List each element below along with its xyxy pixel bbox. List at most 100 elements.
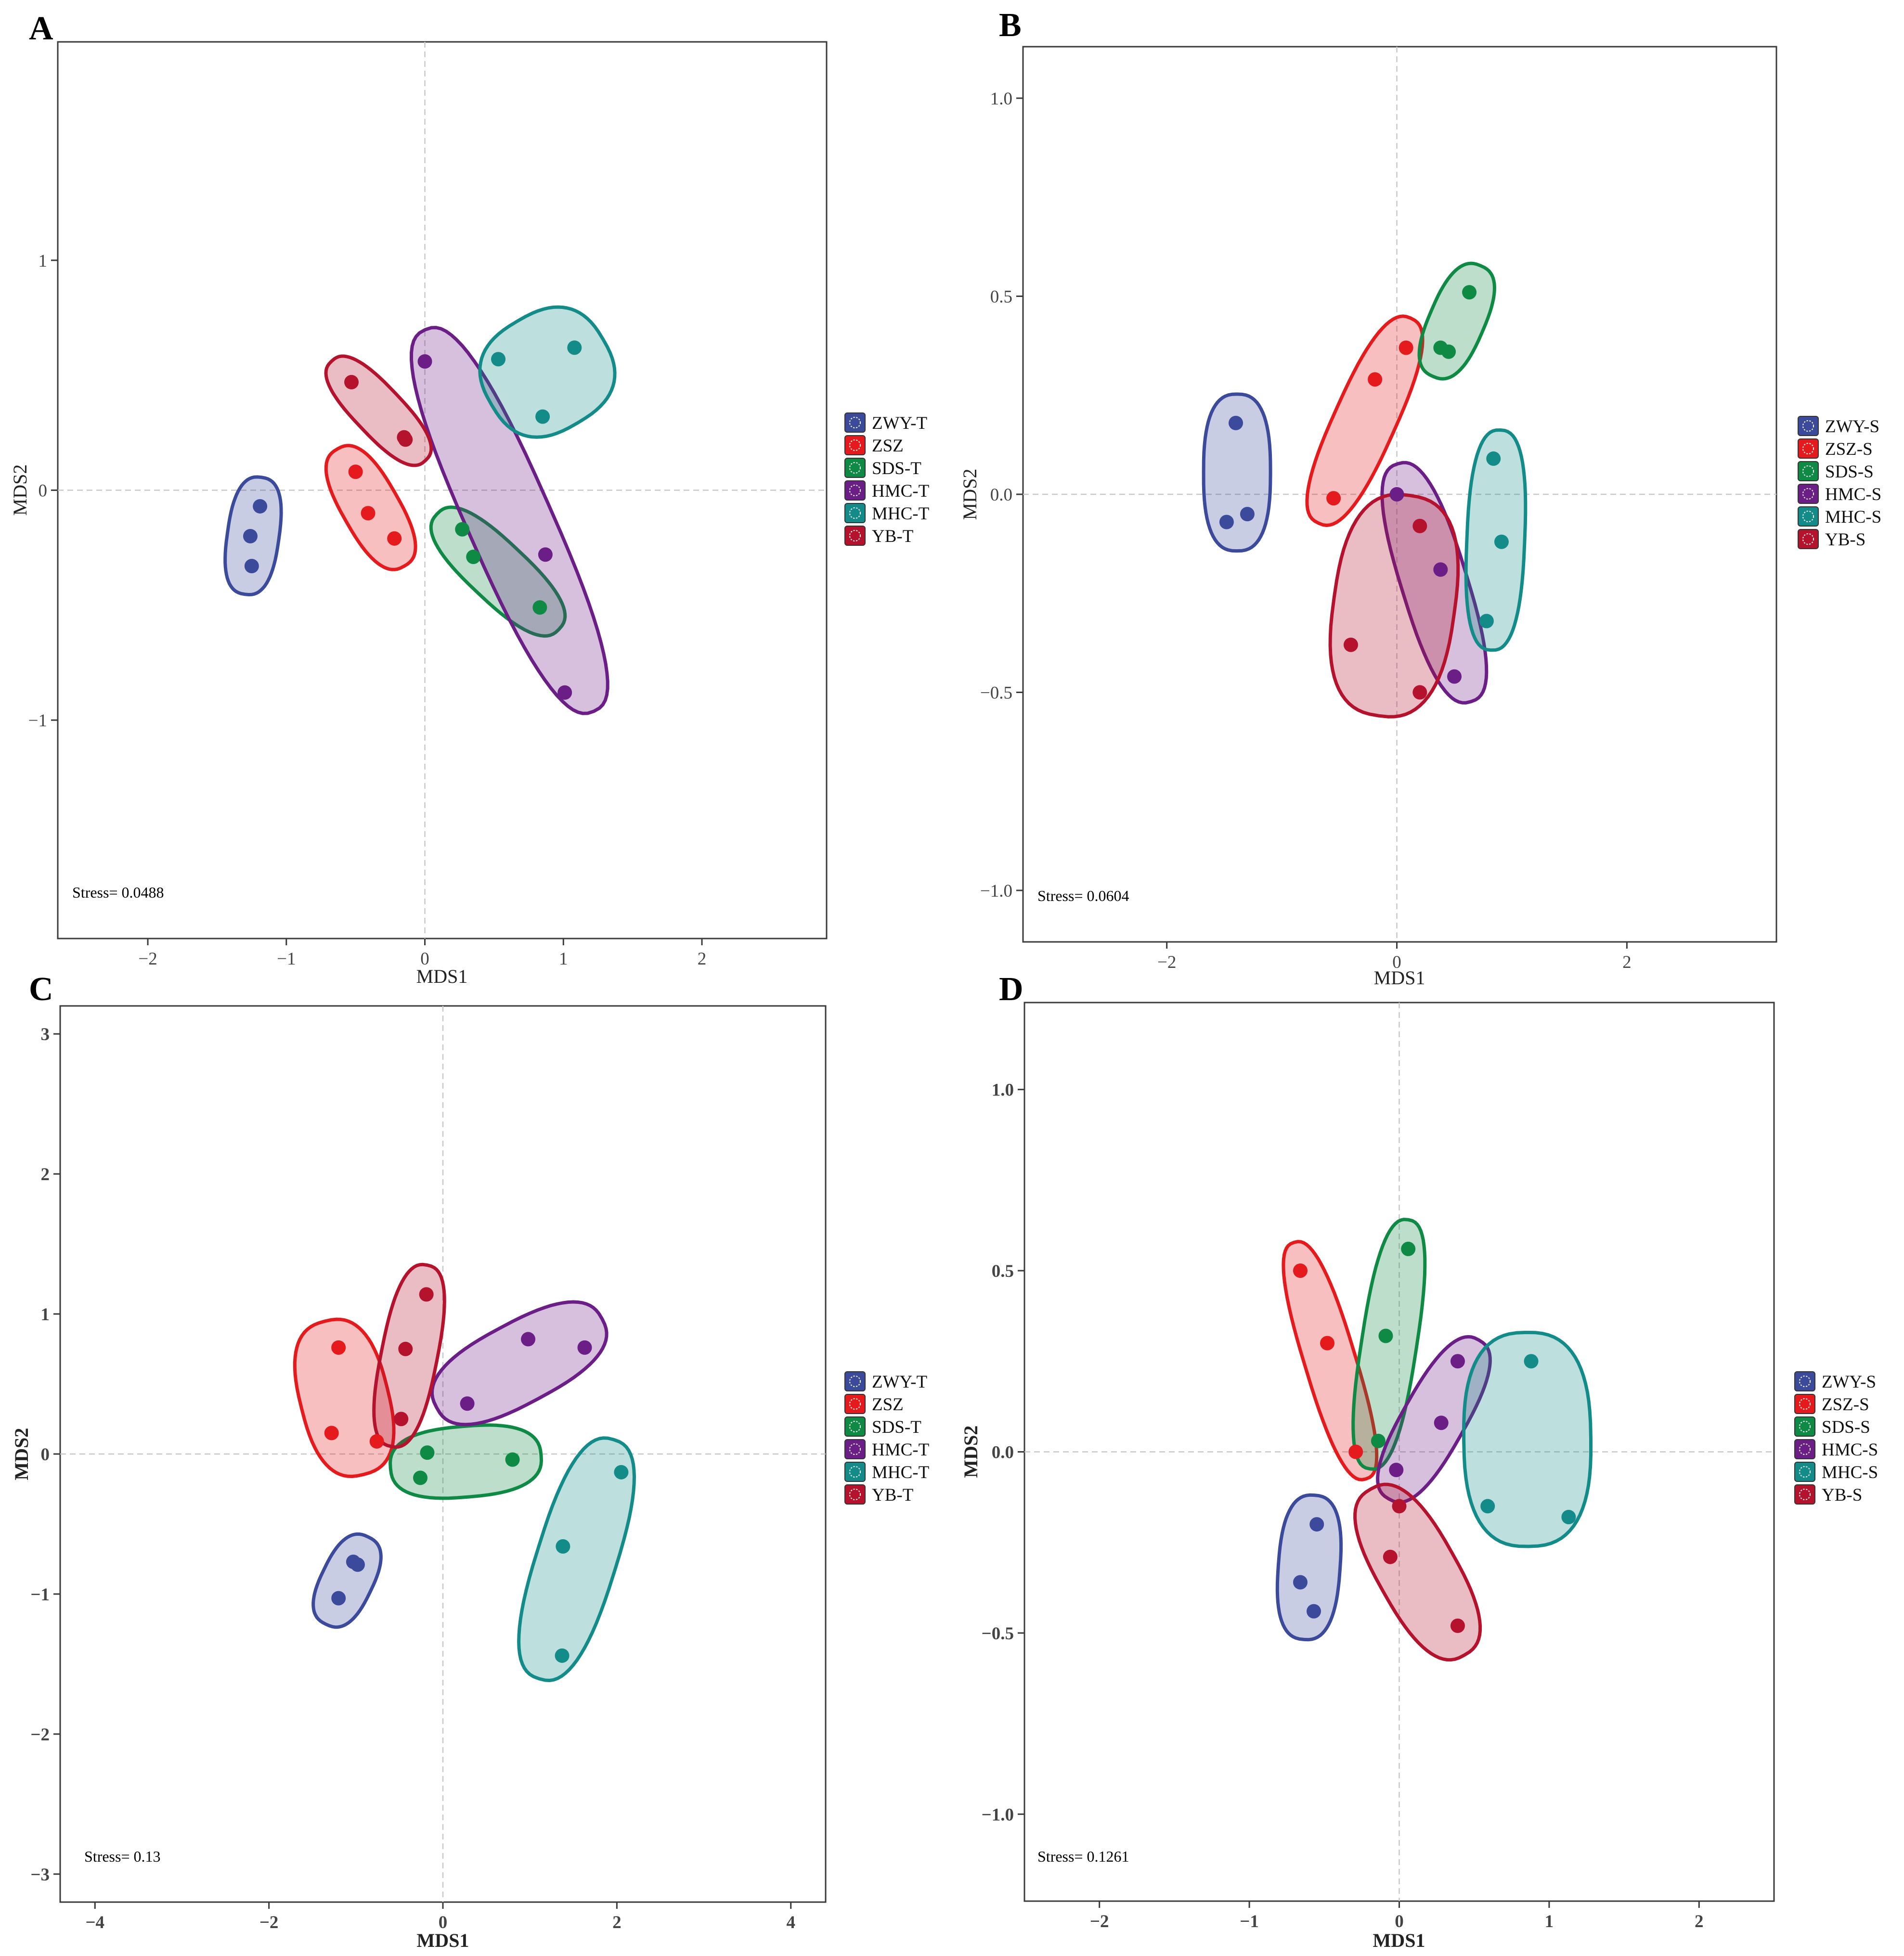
data-point-hmc bbox=[1389, 1463, 1404, 1478]
legend-item-zwy: ZWY-T bbox=[844, 1371, 927, 1392]
legend-item-zsz: ZSZ-S bbox=[1798, 438, 1873, 459]
data-point-zwy bbox=[1240, 507, 1255, 522]
legend-key-dot bbox=[849, 485, 861, 496]
legend-label: YB-T bbox=[872, 527, 913, 546]
y-tick-label: 0.5 bbox=[990, 287, 1012, 307]
x-tick-label: −4 bbox=[85, 1913, 104, 1932]
legend-item-yb: YB-T bbox=[844, 1484, 913, 1505]
legend-item-zwy: ZWY-S bbox=[1794, 1371, 1876, 1392]
x-tick-label: 2 bbox=[612, 1913, 622, 1932]
panel-label: B bbox=[999, 7, 1022, 44]
y-tick-label: −0.5 bbox=[982, 1624, 1014, 1644]
data-point-sds bbox=[455, 522, 470, 537]
legend-item-yb: YB-T bbox=[844, 526, 913, 546]
group-envelope-yb bbox=[372, 1262, 446, 1449]
data-point-mhc bbox=[1561, 1510, 1576, 1525]
data-point-yb bbox=[1450, 1618, 1465, 1633]
x-tick-label: −2 bbox=[1090, 1912, 1109, 1931]
data-point-sds bbox=[1401, 1241, 1416, 1256]
legend-label: HMC-T bbox=[872, 481, 929, 501]
data-point-mhc bbox=[1479, 614, 1494, 629]
legend-label: YB-S bbox=[1822, 1485, 1862, 1505]
legend-label: MHC-T bbox=[872, 1463, 929, 1482]
data-point-zwy bbox=[331, 1591, 346, 1606]
x-tick-label: 0 bbox=[1395, 1912, 1404, 1931]
data-point-sds bbox=[1371, 1433, 1386, 1448]
y-axis-label: MDS2 bbox=[959, 469, 981, 520]
data-point-mhc bbox=[535, 409, 550, 424]
legend-label: ZSZ-S bbox=[1825, 439, 1873, 459]
y-tick-label: −1 bbox=[30, 1585, 50, 1605]
data-point-mhc bbox=[556, 1539, 570, 1554]
data-point-zsz bbox=[1326, 491, 1341, 506]
x-tick-label: −1 bbox=[277, 949, 296, 969]
legend-label: ZWY-S bbox=[1825, 417, 1879, 437]
y-tick-label: −1 bbox=[28, 711, 47, 731]
legend-item-hmc: HMC-T bbox=[844, 480, 929, 501]
legend-item-zwy: ZWY-S bbox=[1798, 416, 1879, 437]
y-tick-label: −1.0 bbox=[982, 1805, 1014, 1825]
legend-label: ZWY-T bbox=[872, 413, 927, 433]
y-tick-label: 0 bbox=[39, 481, 48, 501]
legend-item-zsz: ZSZ bbox=[844, 1394, 904, 1415]
data-point-zsz bbox=[361, 506, 376, 521]
data-point-zsz bbox=[1293, 1263, 1308, 1278]
legend-key-dot bbox=[1802, 443, 1814, 454]
legend-key-dot bbox=[1799, 1443, 1811, 1455]
y-tick-label: 0.0 bbox=[990, 485, 1012, 505]
data-point-hmc bbox=[577, 1340, 592, 1355]
data-point-yb bbox=[344, 374, 359, 389]
group-envelope-hmc bbox=[430, 1300, 609, 1427]
data-point-zwy bbox=[1309, 1517, 1324, 1532]
data-point-hmc bbox=[1447, 669, 1462, 684]
data-point-hmc bbox=[1389, 487, 1404, 502]
legend-item-sds: SDS-S bbox=[1794, 1416, 1870, 1437]
legend-item-sds: SDS-T bbox=[844, 458, 921, 478]
x-tick-label: −2 bbox=[138, 949, 157, 969]
legend-label: ZSZ-S bbox=[1822, 1395, 1869, 1415]
data-point-zwy bbox=[243, 529, 258, 544]
legend-label: MHC-T bbox=[872, 504, 929, 524]
group-envelope-zsz bbox=[293, 1317, 396, 1478]
legend-label: HMC-S bbox=[1822, 1440, 1878, 1460]
legend-key-dot bbox=[849, 1489, 861, 1500]
panel-label: D bbox=[999, 971, 1023, 1008]
data-layer bbox=[60, 1006, 826, 1902]
legend-key-dot bbox=[1802, 488, 1814, 500]
data-point-zsz bbox=[1320, 1336, 1335, 1351]
data-point-hmc bbox=[521, 1332, 536, 1347]
data-point-zsz bbox=[348, 464, 363, 479]
legend-label: HMC-S bbox=[1825, 485, 1881, 504]
legend-label: SDS-S bbox=[1822, 1417, 1870, 1437]
legend-item-hmc: HMC-T bbox=[844, 1439, 929, 1460]
y-tick-label: 1.0 bbox=[992, 1081, 1014, 1100]
data-point-zwy bbox=[253, 499, 268, 514]
data-point-yb bbox=[398, 432, 413, 447]
data-point-sds bbox=[1378, 1328, 1393, 1343]
legend-key-dot bbox=[849, 530, 861, 541]
legend-key-dot bbox=[849, 1443, 861, 1455]
axis-ticks: −2 −1 0 1 2 −1 0 1 bbox=[28, 251, 707, 969]
legend-label: ZWY-S bbox=[1822, 1372, 1876, 1392]
y-tick-label: 2 bbox=[41, 1165, 50, 1184]
legend-label: SDS-S bbox=[1825, 462, 1874, 482]
data-layer bbox=[1024, 1003, 1774, 1901]
group-envelope-sds bbox=[1351, 1218, 1427, 1471]
data-point-mhc bbox=[1486, 451, 1501, 466]
axis-ticks: −4 −2 0 2 4 −3 −2 −1 0 1 2 3 bbox=[30, 1025, 795, 1932]
group-envelope-mhc bbox=[478, 305, 617, 439]
group-envelope-hmc bbox=[410, 326, 609, 715]
legend-key-dot bbox=[1802, 511, 1814, 522]
group-envelope-zwy bbox=[1275, 1493, 1343, 1642]
x-axis-label: MDS1 bbox=[1374, 967, 1425, 989]
legend-key-dot bbox=[849, 507, 861, 519]
data-point-zwy bbox=[350, 1557, 365, 1572]
y-tick-label: 0.0 bbox=[992, 1443, 1014, 1463]
group-envelope-sds bbox=[389, 1423, 543, 1500]
group-envelope-zwy bbox=[311, 1532, 383, 1629]
panel-label: A bbox=[29, 10, 53, 47]
legend-key-dot bbox=[1802, 420, 1814, 432]
x-axis-label: MDS1 bbox=[1373, 1930, 1425, 1951]
panel-a: A −2 −1 0 1 2 −1 0 1 Stress= 0.0488 MDS1 MDS2 Z… bbox=[9, 10, 929, 987]
